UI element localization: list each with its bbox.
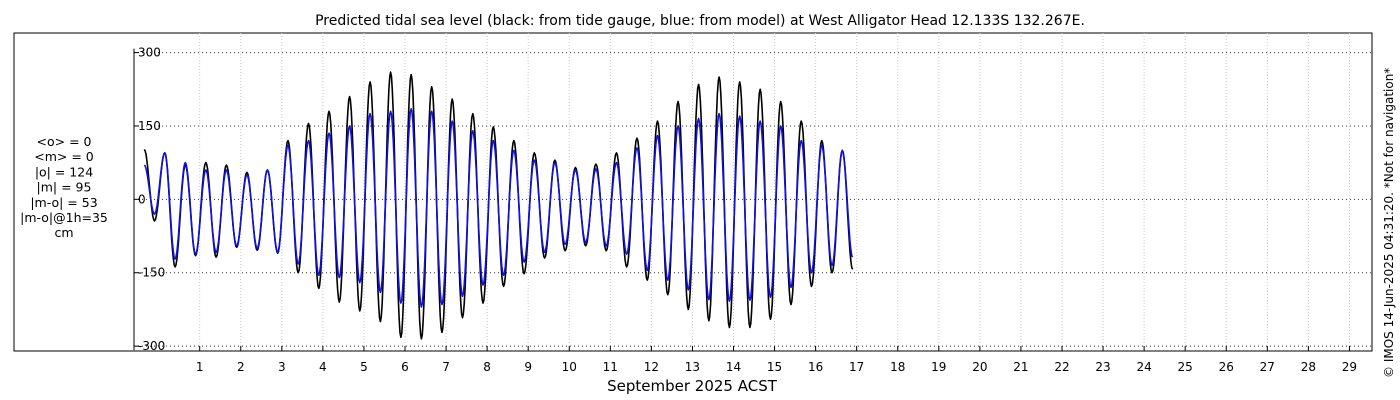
x-tick-label: 5 [360,360,368,374]
x-tick-label: 22 [1054,360,1069,374]
x-axis-label: September 2025 ACST [607,377,778,395]
x-tick-label: 15 [767,360,782,374]
x-tick-label: 16 [808,360,823,374]
x-tick-label: 20 [972,360,987,374]
x-tick-label: 12 [644,360,659,374]
stats-block: <o> = 0<m> = 0|o| = 124|m| = 95|m-o| = 5… [20,134,108,240]
y-tick-label: 150 [138,119,161,133]
x-tick-label: 14 [726,360,741,374]
stats-line: |m-o| = 53 [30,195,97,210]
stats-line: |o| = 124 [35,164,93,179]
x-tick-label: 6 [401,360,409,374]
x-tick-label: 29 [1342,360,1357,374]
y-tick-label: 0 [138,192,146,206]
stats-line: |m| = 95 [37,180,92,195]
stats-line: <o> = 0 [37,134,92,149]
y-axis: -300 -150 0 150 300 [133,46,165,353]
y-tick-label: -300 [138,339,165,353]
x-tick-label: 17 [849,360,864,374]
x-tick-label: 13 [685,360,700,374]
x-tick-label: 4 [319,360,327,374]
stats-line: cm [54,225,73,240]
x-tick-label: 9 [524,360,532,374]
x-tick-label: 27 [1260,360,1275,374]
x-axis: 1 2 3 4 5 6 7 8 9 10 11 12 13 14 15 16 17 18 19 20 21 22 23 24 2… [134,346,1372,374]
stats-line: <m> = 0 [34,149,94,164]
x-tick-label: 1 [196,360,204,374]
x-tick-label: 3 [278,360,286,374]
x-tick-label: 19 [931,360,946,374]
chart-series [143,71,854,340]
x-tick-label: 24 [1136,360,1151,374]
x-tick-label: 18 [890,360,905,374]
x-tick-label: 10 [562,360,577,374]
x-tick-label: 23 [1095,360,1110,374]
x-tick-label: 25 [1178,360,1193,374]
x-tick-label: 28 [1301,360,1316,374]
series-line-model [143,108,854,308]
x-tick-label: 7 [442,360,450,374]
x-tick-label: 8 [483,360,491,374]
x-tick-label: 26 [1219,360,1234,374]
y-tick-label: 300 [138,46,161,60]
chart-title: Predicted tidal sea level (black: from t… [315,13,1085,29]
y-tick-label: -150 [138,266,165,280]
x-tick-label: 2 [237,360,245,374]
credit-text: © IMOS 14-Jun-2025 04:31:20. *Not for na… [1382,68,1396,378]
x-tick-label: 11 [603,360,618,374]
stats-line: |m-o|@1h=35 [20,210,108,225]
x-tick-label: 21 [1013,360,1028,374]
chart-grid [134,33,1372,351]
